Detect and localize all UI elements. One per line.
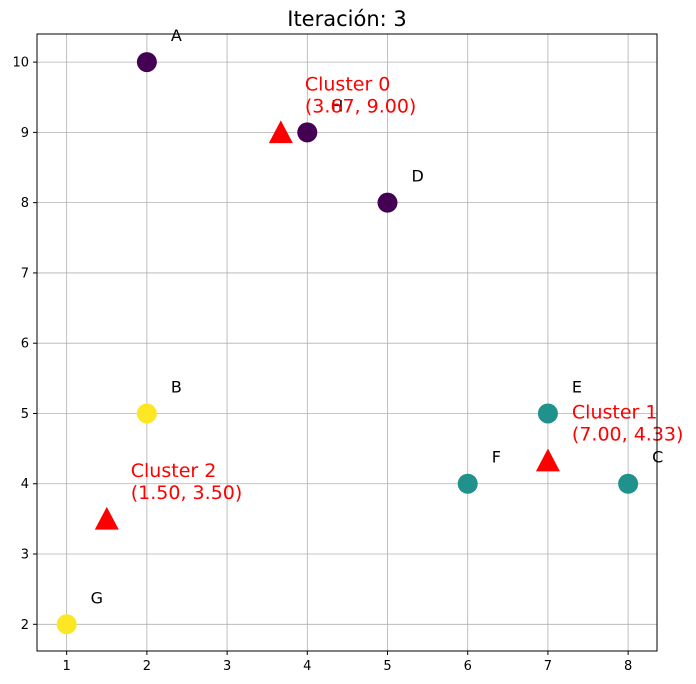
point-label: H — [331, 96, 343, 115]
y-tick-label: 9 — [21, 126, 29, 141]
x-tick-label: 5 — [383, 659, 391, 674]
x-tick-label: 1 — [63, 659, 71, 674]
data-point-e — [537, 403, 558, 424]
centroid-coords: (3.67, 9.00) — [305, 95, 417, 117]
point-label: B — [171, 377, 182, 396]
plot-frame — [36, 33, 658, 652]
grid — [37, 34, 657, 651]
centroid-name: Cluster 2 — [131, 460, 217, 482]
point-label: C — [652, 448, 663, 467]
data-point-b — [136, 403, 157, 424]
centroids: Cluster 0(3.67, 9.00) Cluster 1(7.00, 4.3… — [94, 73, 684, 530]
centroid-marker — [268, 120, 293, 144]
point-label: D — [412, 167, 424, 186]
centroid-name: Cluster 1 — [572, 402, 658, 424]
data-point-f — [457, 473, 478, 494]
data-point-g — [56, 614, 77, 635]
y-tick-label: 3 — [21, 548, 29, 563]
y-tick-label: 6 — [21, 337, 29, 352]
point-label: F — [492, 448, 501, 467]
y-tick-label: 2 — [21, 618, 29, 633]
axis-ticks: 1 2 3 4 5 6 7 8 2 3 4 5 6 7 8 9 10 — [12, 56, 632, 674]
y-tick-label: 8 — [21, 196, 29, 211]
centroid-marker — [94, 506, 119, 530]
centroid-coords: (1.50, 3.50) — [131, 482, 243, 504]
y-tick-label: 10 — [12, 56, 29, 71]
data-point-a — [136, 52, 157, 73]
y-tick-label: 4 — [21, 477, 29, 492]
x-tick-label: 2 — [143, 659, 151, 674]
centroid-coords: (7.00, 4.33) — [572, 424, 684, 446]
x-tick-label: 4 — [303, 659, 311, 674]
point-label: A — [171, 26, 182, 45]
data-point-h — [297, 122, 318, 143]
x-tick-label: 3 — [223, 659, 231, 674]
data-point-d — [377, 192, 398, 213]
x-tick-label: 8 — [624, 659, 632, 674]
data-point-c — [618, 473, 639, 494]
point-label: E — [572, 377, 582, 396]
chart-title: Iteración: 3 — [287, 7, 407, 31]
x-tick-label: 6 — [464, 659, 472, 674]
y-tick-label: 7 — [21, 266, 29, 281]
point-label: G — [91, 588, 103, 607]
y-tick-label: 5 — [21, 407, 29, 422]
centroid-marker — [535, 448, 560, 472]
data-points: A H D B E F C G — [56, 26, 663, 635]
centroid-name: Cluster 0 — [305, 73, 391, 95]
x-tick-label: 7 — [544, 659, 552, 674]
